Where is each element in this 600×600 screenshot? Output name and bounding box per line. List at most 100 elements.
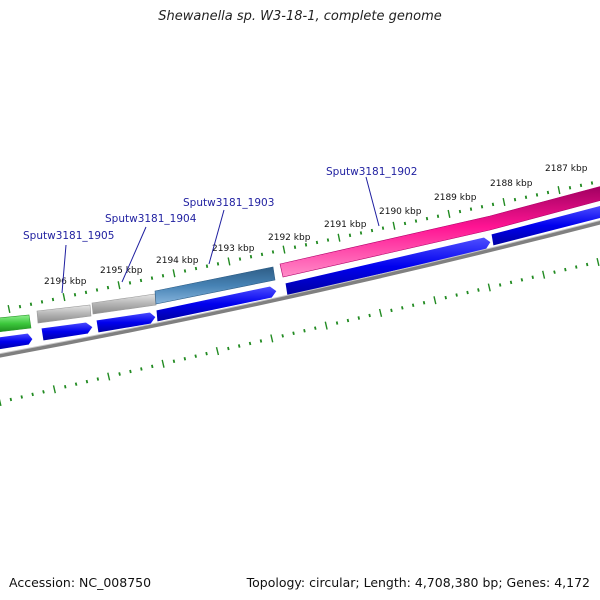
major-tick <box>487 283 491 292</box>
minor-tick <box>118 372 121 376</box>
minor-tick <box>18 304 22 309</box>
minor-tick <box>575 265 578 269</box>
inner-tick-ring <box>0 257 600 407</box>
minor-tick <box>106 285 110 290</box>
major-tick <box>378 308 383 317</box>
minor-tick <box>326 238 330 242</box>
feature-green <box>0 314 32 333</box>
minor-tick <box>281 334 284 338</box>
gene-labels: Sputw3181_1905 Sputw3181_1904 Sputw3181_… <box>23 166 417 294</box>
major-tick <box>557 186 561 195</box>
feature-gray-1 <box>36 304 92 324</box>
minor-tick <box>414 219 418 223</box>
major-tick <box>117 281 121 290</box>
minor-tick <box>458 209 462 214</box>
minor-tick <box>335 321 339 325</box>
minor-tick <box>40 300 44 304</box>
genome-summary: Topology: circular; Length: 4,708,380 bp… <box>246 575 590 590</box>
gene-label-1903: Sputw3181_1903 <box>183 197 274 209</box>
major-tick <box>324 321 328 330</box>
minor-tick <box>491 202 495 207</box>
minor-tick <box>139 278 143 283</box>
minor-tick <box>238 257 242 261</box>
backbone-highlight <box>0 219 600 355</box>
minor-tick <box>85 379 89 384</box>
major-tick <box>433 296 437 305</box>
minor-tick <box>248 341 252 346</box>
minor-tick <box>183 357 187 361</box>
gene-arrow <box>95 311 157 334</box>
outer-tick-ring <box>7 181 594 314</box>
minor-tick <box>140 367 143 371</box>
minor-tick <box>524 195 528 199</box>
minor-tick <box>237 344 241 348</box>
gene-label-1905: Sputw3181_1905 <box>23 230 114 242</box>
minor-tick <box>194 354 197 358</box>
minor-tick <box>29 302 33 306</box>
major-tick <box>62 293 66 302</box>
gene-pointer <box>121 226 147 283</box>
kbp-label: 2193 kbp <box>212 244 255 254</box>
gene-arrow <box>0 332 34 351</box>
kbp-label: 2188 kbp <box>490 179 533 189</box>
minor-tick <box>480 205 484 209</box>
minor-tick <box>31 392 34 397</box>
accession-label: Accession: NC_008750 <box>9 575 152 590</box>
major-tick <box>172 269 176 278</box>
minor-tick <box>444 295 447 300</box>
minor-tick <box>411 303 415 307</box>
kbp-label: 2194 kbp <box>156 256 199 266</box>
minor-tick <box>314 326 317 330</box>
kbp-label: 2192 kbp <box>268 233 311 243</box>
minor-tick <box>20 395 23 399</box>
major-tick <box>0 398 2 407</box>
minor-tick <box>304 243 308 247</box>
major-tick <box>215 347 220 356</box>
feature-pink <box>279 186 600 278</box>
minor-tick <box>553 270 556 274</box>
major-tick <box>282 245 286 254</box>
minor-tick <box>128 281 132 285</box>
major-tick <box>447 209 451 218</box>
minor-tick <box>194 266 198 271</box>
kbp-label: 2189 kbp <box>434 193 477 203</box>
gene-pointer <box>61 244 67 294</box>
minor-tick <box>513 197 517 202</box>
minor-tick <box>249 254 253 259</box>
minor-tick <box>422 301 426 305</box>
major-tick <box>7 304 11 314</box>
minor-tick <box>425 216 429 221</box>
minor-tick <box>466 290 469 295</box>
minor-tick <box>346 318 350 323</box>
kbp-label: 2195 kbp <box>100 266 143 276</box>
minor-tick <box>96 377 100 381</box>
minor-tick <box>436 214 440 218</box>
minor-tick <box>546 190 550 195</box>
minor-tick <box>151 364 154 369</box>
major-tick <box>52 385 56 394</box>
major-tick <box>542 270 546 279</box>
minor-tick <box>9 397 13 402</box>
major-tick <box>596 257 600 267</box>
minor-tick <box>401 306 404 310</box>
minor-tick <box>357 316 361 320</box>
major-tick <box>337 233 341 242</box>
minor-tick <box>271 250 275 254</box>
minor-tick <box>64 385 67 389</box>
gene-arrow <box>40 321 94 342</box>
minor-tick <box>585 262 589 267</box>
gene-arrows <box>0 205 600 351</box>
kbp-label: 2187 kbp <box>545 164 588 174</box>
minor-tick <box>227 346 230 351</box>
gene-pointer <box>208 209 225 265</box>
feature-steelblue <box>154 266 276 305</box>
major-tick <box>502 197 506 207</box>
minor-tick <box>293 245 297 249</box>
minor-tick <box>498 283 502 287</box>
minor-tick <box>390 308 393 313</box>
minor-tick <box>509 280 513 285</box>
minor-tick <box>73 293 77 297</box>
minor-tick <box>205 351 208 356</box>
minor-tick <box>129 369 132 374</box>
